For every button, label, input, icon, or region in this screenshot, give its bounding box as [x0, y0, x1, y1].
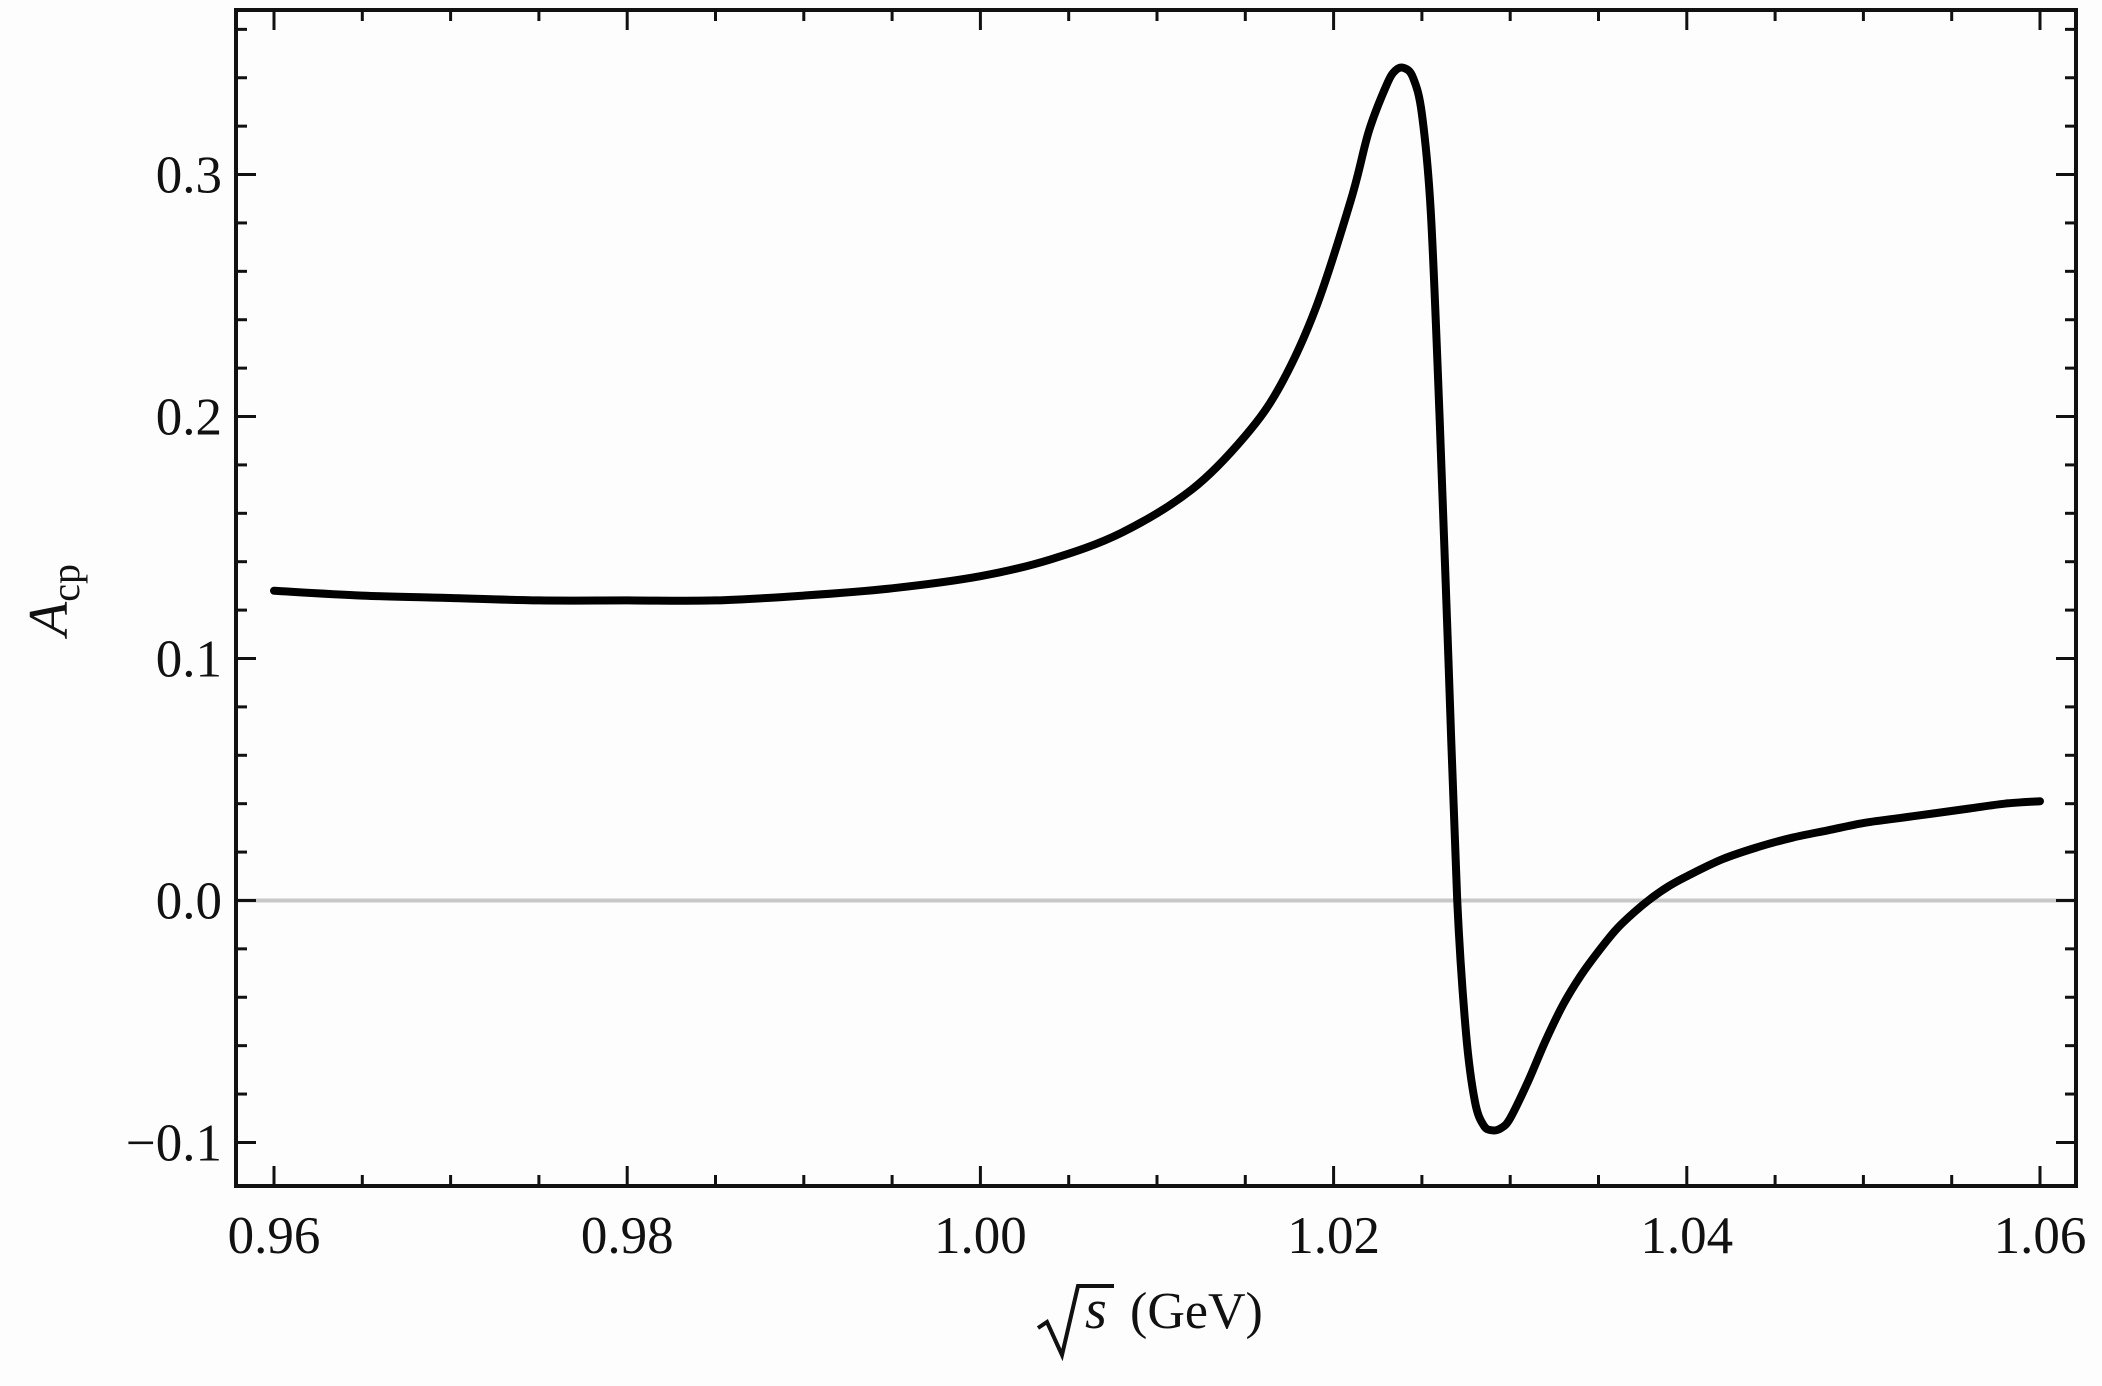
sqrt-symbol	[1036, 1284, 1114, 1362]
x-tick-label: 1.02	[1287, 1207, 1380, 1265]
x-axis-title: s (GeV)	[1036, 1279, 1263, 1362]
y-tick-label: 0.0	[156, 872, 222, 930]
y-axis-title: Acp	[18, 564, 88, 640]
y-tick-label: 0.2	[156, 389, 222, 447]
x-tick-label: 1.00	[934, 1207, 1027, 1265]
y-tick-label: 0.1	[156, 630, 222, 688]
series-line	[270, 63, 2044, 1135]
x-tick-label: 0.96	[228, 1207, 321, 1265]
y-tick-label: −0.1	[126, 1114, 222, 1172]
x-tick-label: 0.98	[581, 1207, 674, 1265]
x-axis-title-var: s	[1085, 1279, 1107, 1341]
x-tick-label: 1.04	[1640, 1207, 1733, 1265]
y-axis-title-main: A	[18, 601, 80, 640]
y-tick-label: 0.3	[156, 147, 222, 205]
x-tick-label: 1.06	[1994, 1207, 2087, 1265]
plot-frame	[234, 8, 2078, 1188]
x-axis-title-unit: (GeV)	[1130, 1283, 1263, 1340]
axis-tick-labels: 0.96 0.98 1.00 1.02 1.04 1.06 −0.1 0.0 0.1 0.2 0.3	[126, 147, 2087, 1265]
y-axis-title-sub: cp	[43, 564, 88, 602]
